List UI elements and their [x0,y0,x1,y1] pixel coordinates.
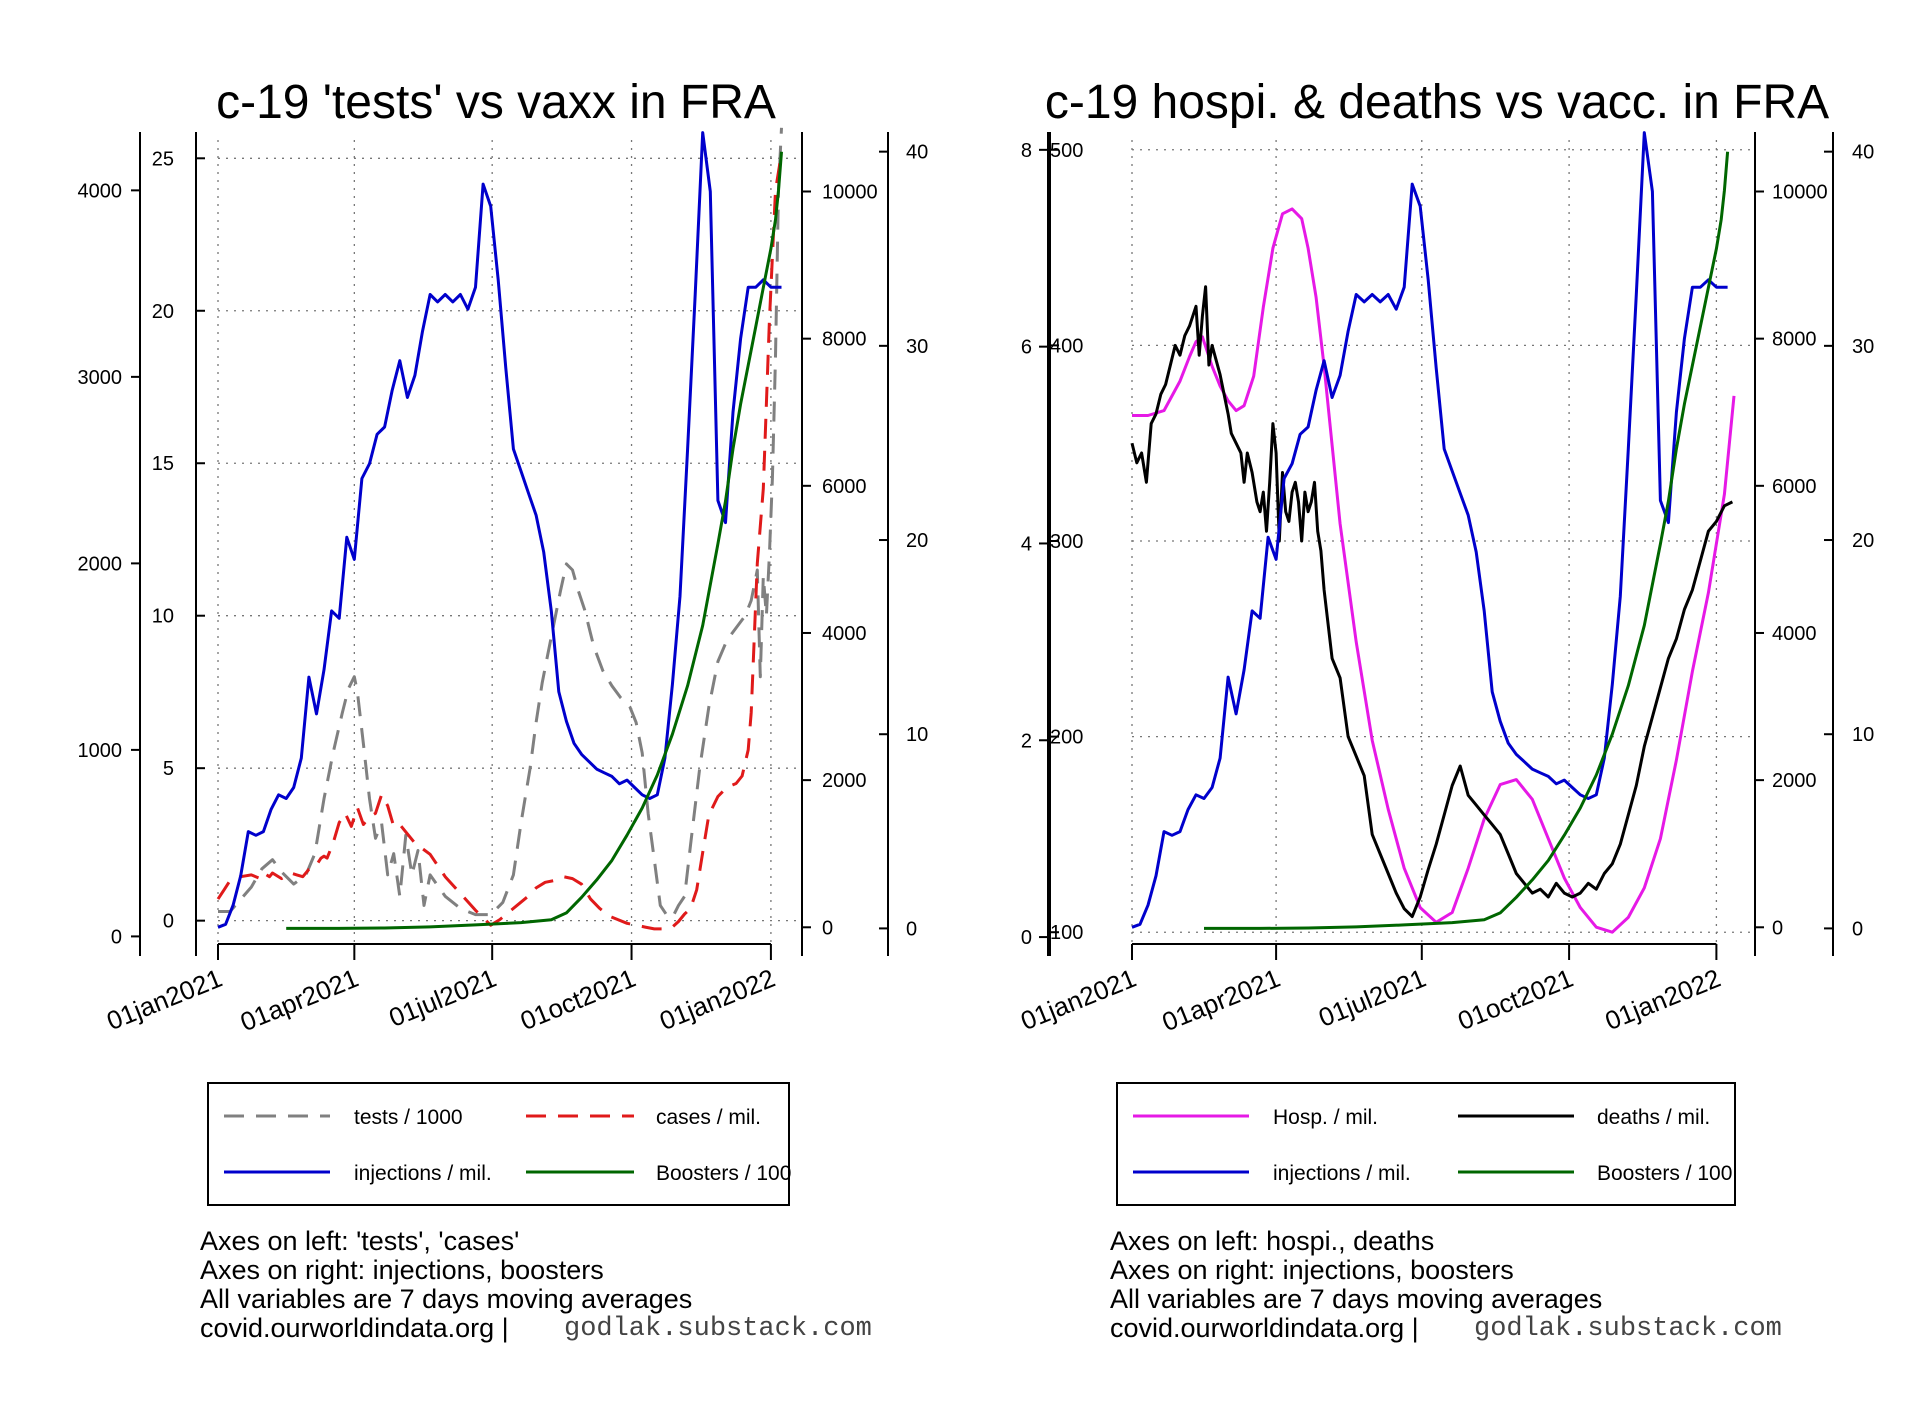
right-inner-axis-tick-label: 2000 [822,770,867,792]
right-inner-axis-tick-label: 2000 [1772,770,1817,792]
left-outer-axis-tick-label: 1000 [78,740,123,762]
note-line-1: Axes on left: 'tests', 'cases' [200,1226,519,1256]
left-inner-axis-tick-label: 400 [1050,335,1083,357]
series-boosters-line [1204,151,1730,930]
x-axis-tick-label: 01jan2022 [655,963,779,1036]
right-outer-axis-tick-label: 0 [1852,918,1863,940]
note-site: godlak.substack.com [1474,1314,1782,1344]
left-inner-axis-tick-label: 20 [152,301,174,323]
legend: Hosp. / mil. deaths / mil. injections / … [1116,1082,1736,1206]
x-axis-tick-label: 01apr2021 [1158,963,1285,1037]
x-axis-tick-label: 01jan2022 [1601,963,1725,1036]
x-axis-tick-label: 01jul2021 [385,963,501,1033]
right-outer-axis-tick-label: 40 [906,142,928,164]
series-injections-line [1131,131,1728,929]
note-site: godlak.substack.com [564,1314,872,1344]
x-axis-tick-label: 01oct2021 [1453,963,1577,1036]
right-inner-axis-tick-label: 6000 [822,476,867,498]
legend-label-boosters: Boosters / 100 [1597,1162,1732,1185]
right-outer-axis-tick-label: 20 [906,530,928,552]
legend-label-cases: cases / mil. [656,1106,761,1129]
legend-label-deaths: deaths / mil. [1597,1106,1710,1129]
x-axis-tick-label: 01apr2021 [236,963,363,1037]
series-hosp-line [1132,207,1736,934]
legend-label-hosp: Hosp. / mil. [1273,1106,1378,1129]
left-inner-axis-tick-label: 0 [163,911,174,933]
left-inner-axis-tick-label: 100 [1050,922,1083,944]
x-axis-tick-label: 01jul2021 [1314,963,1430,1033]
left-inner-axis-tick-label: 5 [163,758,174,780]
left-outer-axis-tick-label: 2 [1021,730,1032,752]
right-outer-axis-tick-label: 30 [906,336,928,358]
right-inner-axis-tick-label: 10000 [1772,182,1828,204]
left-outer-axis-tick-label: 2000 [78,553,123,575]
note-line-3: All variables are 7 days moving averages [200,1284,692,1314]
right-outer-axis-tick-label: 10 [1852,724,1874,746]
right-inner-axis-tick-label: 0 [822,917,833,939]
series-injections-line [217,131,782,929]
right-outer-axis-tick-label: 20 [1852,530,1874,552]
x-axis-tick-label: 01oct2021 [516,963,640,1036]
left-inner-axis-tick-label: 25 [152,148,174,170]
right-inner-axis-tick-label: 6000 [1772,476,1817,498]
left-outer-axis-tick-label: 4 [1021,533,1032,555]
right-inner-axis-tick-label: 4000 [1772,623,1817,645]
legend-label-tests: tests / 1000 [354,1106,463,1129]
chart-panel-tests-vaxx: c-19 'tests' vs vaxx in FRA 010002000300… [78,76,929,1344]
right-inner-axis-tick-label: 10000 [822,182,878,204]
legend: tests / 1000 cases / mil. injections / m… [207,1082,791,1206]
legend-label-boosters: Boosters / 100 [656,1162,791,1185]
left-inner-axis-tick-label: 300 [1050,531,1083,553]
note-source: covid.ourworldindata.org | [200,1313,509,1343]
series-deaths-line [1130,285,1734,919]
right-outer-axis-tick-label: 30 [1852,336,1874,358]
right-outer-axis-tick-label: 0 [906,918,917,940]
left-outer-axis-tick-label: 3000 [78,367,123,389]
right-inner-axis-tick-label: 8000 [822,329,867,351]
right-inner-axis-tick-label: 8000 [1772,329,1817,351]
chart-panel-hospi-deaths: c-19 hospi. & deaths vs vacc. in FRA 0 2 4… [1016,76,1874,1344]
left-inner-axis-tick-label: 15 [152,453,174,475]
left-outer-axis-tick-label: 0 [111,926,122,948]
left-outer-axis-tick-label: 8 [1021,140,1032,162]
legend-label-injections: injections / mil. [1273,1162,1411,1185]
series-cases-line [216,152,783,931]
legend-box [207,1082,790,1206]
plot-area: 0 1000 2000 3000 4000 0 5 10 15 20 25 0 2000 4000 6000… [78,127,928,1037]
notes: Axes on left: 'tests', 'cases' Axes on r… [200,1226,872,1344]
legend-label-injections: injections / mil. [354,1162,492,1185]
note-line-2: Axes on right: injections, boosters [1110,1255,1514,1285]
note-source: covid.ourworldindata.org | [1110,1313,1419,1343]
note-line-1: Axes on left: hospi., deaths [1110,1226,1434,1256]
left-inner-axis-tick-label: 500 [1050,140,1083,162]
right-outer-axis-tick-label: 10 [906,724,928,746]
legend-box [1116,1082,1736,1206]
right-outer-axis-tick-label: 40 [1852,142,1874,164]
left-outer-axis-tick-label: 4000 [78,180,123,202]
notes: Axes on left: hospi., deaths Axes on rig… [1110,1226,1782,1344]
right-inner-axis-tick-label: 0 [1772,917,1783,939]
x-axis-tick-label: 01jan2021 [102,963,226,1036]
series-tests-line [218,127,783,920]
x-axis-tick-label: 01jan2021 [1016,963,1140,1036]
chart-title: c-19 hospi. & deaths vs vacc. in FRA [1045,76,1829,129]
right-inner-axis-tick-label: 4000 [822,623,867,645]
left-inner-axis-tick-label: 200 [1050,727,1083,749]
note-line-2: Axes on right: injections, boosters [200,1255,604,1285]
left-outer-axis-tick-label: 0 [1021,927,1032,949]
plot-area: 0246810020030040050002000400060008000100… [1016,131,1874,1037]
left-outer-axis-tick-label: 6 [1021,337,1032,359]
series-boosters-line [286,151,783,930]
note-line-3: All variables are 7 days moving averages [1110,1284,1602,1314]
left-inner-axis-tick-label: 10 [152,606,174,628]
chart-title: c-19 'tests' vs vaxx in FRA [216,76,776,129]
